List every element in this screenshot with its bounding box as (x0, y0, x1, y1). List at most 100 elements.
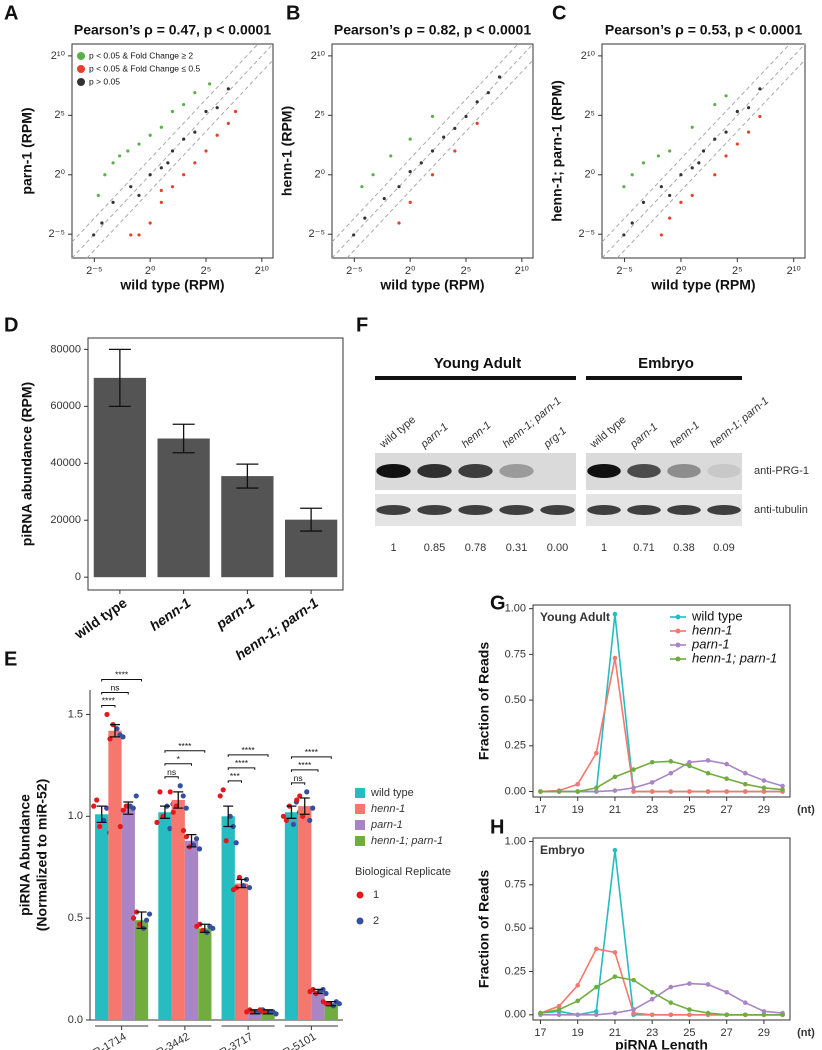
x-tick-label: 17 (534, 804, 546, 816)
point (612, 788, 618, 793)
band-value: 0.09 (713, 542, 734, 554)
replicate-dot (160, 813, 166, 819)
replicate-dot (133, 793, 139, 799)
y-tick-label: 0.0 (68, 1014, 83, 1026)
point (182, 137, 186, 141)
point (724, 789, 729, 794)
point (103, 173, 107, 177)
x-tick-label: 2¹⁰ (787, 265, 802, 277)
replicate-dot (167, 825, 173, 832)
point (594, 1009, 599, 1014)
x-axis-title: wild type (RPM) (650, 277, 755, 293)
point (743, 789, 748, 794)
point (575, 983, 580, 988)
chart-title: Pearson’s ρ = 0.53, p < 0.0001 (605, 22, 802, 38)
lane-label: wild type (587, 414, 628, 451)
y-tick-label: 0.75 (505, 648, 526, 660)
replicate-dot (177, 783, 183, 789)
point (148, 133, 152, 137)
point (649, 789, 655, 794)
loading-band (458, 505, 493, 515)
point (126, 149, 130, 153)
x-tick-label: henn-1 (147, 594, 194, 634)
bar (261, 1011, 275, 1020)
replicate-dot (300, 813, 306, 819)
point (408, 137, 412, 141)
y-tick-label: 0.25 (505, 740, 526, 752)
x-tick-label: 25 (683, 804, 695, 816)
lane-label: henn-1 (668, 419, 702, 450)
point (170, 149, 175, 153)
plot-frame (87, 337, 344, 591)
y-tick-label: 0.50 (505, 694, 526, 706)
point (780, 787, 785, 792)
row-label: anti-tubulin (754, 504, 808, 516)
group-line (284, 1025, 338, 1030)
point (453, 149, 457, 153)
replicate-dot (133, 909, 140, 915)
significance-bracket (101, 704, 116, 708)
point (687, 789, 692, 794)
legend-label: p < 0.05 & Fold Change ≥ 2 (89, 50, 193, 60)
point (713, 137, 717, 141)
y-axis-title: henn-1 (RPM) (279, 106, 295, 196)
y-axis-title: henn-1; parn-1 (RPM) (549, 80, 565, 222)
error-bar (96, 805, 107, 824)
band-value: 0.71 (633, 542, 654, 554)
point (747, 130, 751, 134)
y-tick-label: 2⁰ (314, 169, 325, 181)
inset-title: Embryo (540, 843, 585, 857)
y-tick-label: 2⁵ (54, 109, 65, 121)
error-bar (326, 1001, 337, 1007)
point (668, 759, 674, 764)
point (137, 233, 141, 237)
point (735, 142, 739, 146)
x-tick-label: 21UR-3442 (137, 1031, 192, 1050)
point (137, 142, 141, 146)
error-bar (173, 791, 184, 809)
point (159, 125, 163, 129)
x-tick-label: 2⁻⁵ (86, 265, 102, 277)
point (594, 984, 599, 990)
point (631, 785, 636, 791)
replicate-dot (104, 711, 110, 718)
point (137, 193, 141, 198)
panel-letter: B (286, 2, 300, 24)
replicate-dot (233, 840, 239, 846)
y-tick-label: 2⁻⁵ (309, 228, 325, 240)
x-tick-label: 21 (609, 804, 621, 816)
reference-line (346, 59, 534, 259)
y-axis-title: piRNA Abundance (17, 794, 33, 916)
band (458, 464, 493, 478)
point (761, 778, 767, 783)
point (761, 785, 767, 791)
x-tick-label: 25 (683, 1027, 695, 1039)
bar (234, 883, 249, 1020)
band (667, 464, 701, 478)
point (780, 1012, 785, 1018)
x-tick-label: 21UR-5101 (264, 1031, 319, 1050)
point (612, 950, 618, 955)
point (668, 149, 672, 153)
point (705, 789, 711, 794)
band (540, 464, 574, 478)
replicate-dot (307, 988, 313, 995)
y-axis-title: Fraction of Reads (476, 642, 492, 760)
replicate-dot (97, 823, 103, 830)
series-line (540, 948, 783, 1016)
x-unit: (nt) (797, 1027, 815, 1039)
replicate-dot (304, 789, 310, 795)
point (668, 770, 674, 776)
y-tick-label: 1.0 (68, 810, 83, 822)
band (707, 464, 741, 478)
reference-line (601, 43, 791, 243)
x-tick-label: 23 (646, 1027, 658, 1039)
point (464, 114, 468, 119)
y-tick-label: 2¹⁰ (581, 50, 596, 62)
point (352, 233, 356, 237)
point (397, 185, 401, 189)
x-axis-title: wild type (RPM) (119, 277, 224, 293)
legend-label: wild type (691, 608, 743, 623)
legend-label: 2 (373, 915, 379, 927)
point (575, 1012, 580, 1018)
